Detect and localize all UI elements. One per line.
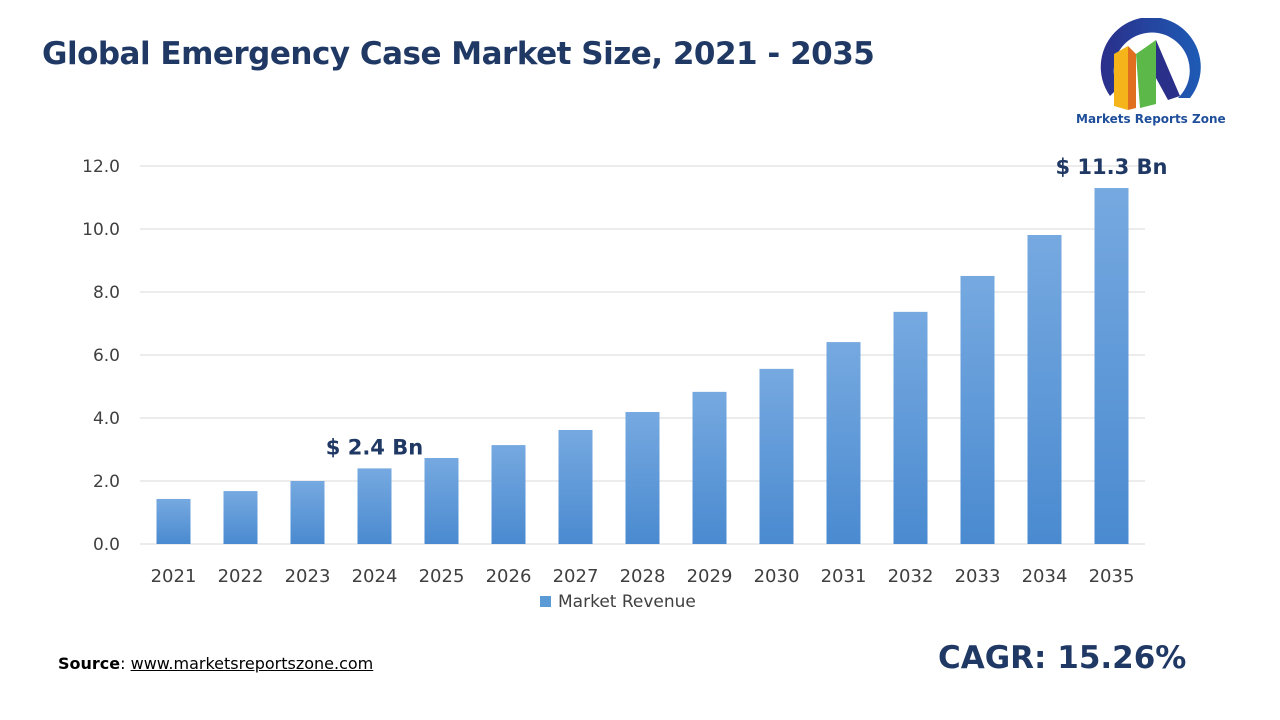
- x-tick-label: 2029: [687, 566, 733, 587]
- bar-2034: [1027, 234, 1062, 545]
- bar-2033: [960, 275, 995, 544]
- source-note: Source: www.marketsreportszone.com: [58, 654, 374, 673]
- bar-2026: [491, 445, 526, 544]
- bar-2027: [558, 429, 593, 544]
- x-tick-label: 2023: [285, 566, 331, 587]
- source-link[interactable]: www.marketsreportszone.com: [130, 654, 374, 673]
- x-tick-label: 2035: [1089, 566, 1135, 587]
- x-tick-label: 2033: [955, 566, 1001, 587]
- x-tick-label: 2022: [218, 566, 264, 587]
- source-label: Source: [58, 654, 121, 673]
- x-tick-label: 2034: [1022, 566, 1068, 587]
- x-tick-label: 2031: [821, 566, 867, 587]
- y-tick-label: 0.0: [93, 535, 120, 555]
- y-tick-label: 4.0: [93, 409, 120, 429]
- bar-2035: [1094, 188, 1129, 545]
- y-tick-label: 6.0: [93, 346, 120, 366]
- bar-2024: [357, 468, 392, 544]
- bar-2030: [759, 368, 794, 544]
- y-tick-label: 2.0: [93, 472, 120, 492]
- chart-title: Global Emergency Case Market Size, 2021 …: [42, 36, 875, 72]
- legend-label: Market Revenue: [558, 592, 696, 612]
- bar-2022: [223, 491, 258, 544]
- x-tick-label: 2021: [151, 566, 197, 587]
- y-tick-label: 8.0: [93, 283, 120, 303]
- cagr-label: CAGR: 15.26%: [938, 640, 1187, 676]
- bar-2031: [826, 342, 861, 544]
- bar-2032: [893, 311, 928, 544]
- data-label: $ 2.4 Bn: [326, 435, 423, 459]
- y-tick-label: 12.0: [82, 157, 120, 177]
- bar-2028: [625, 412, 660, 544]
- x-tick-label: 2030: [754, 566, 800, 587]
- x-tick-label: 2032: [888, 566, 934, 587]
- logo-text: Markets Reports Zone: [1076, 112, 1226, 126]
- x-tick-label: 2024: [352, 566, 398, 587]
- x-tick-label: 2026: [486, 566, 532, 587]
- logo-icon: [1100, 18, 1201, 110]
- legend-swatch: [540, 596, 551, 607]
- x-tick-label: 2027: [553, 566, 599, 587]
- data-label: $ 11.3 Bn: [1055, 155, 1167, 179]
- bar-2023: [290, 481, 325, 544]
- bar-2025: [424, 458, 459, 544]
- x-tick-label: 2028: [620, 566, 666, 587]
- y-tick-label: 10.0: [82, 220, 120, 240]
- bar-2021: [156, 498, 191, 544]
- x-tick-label: 2025: [419, 566, 465, 587]
- bar-2029: [692, 391, 727, 544]
